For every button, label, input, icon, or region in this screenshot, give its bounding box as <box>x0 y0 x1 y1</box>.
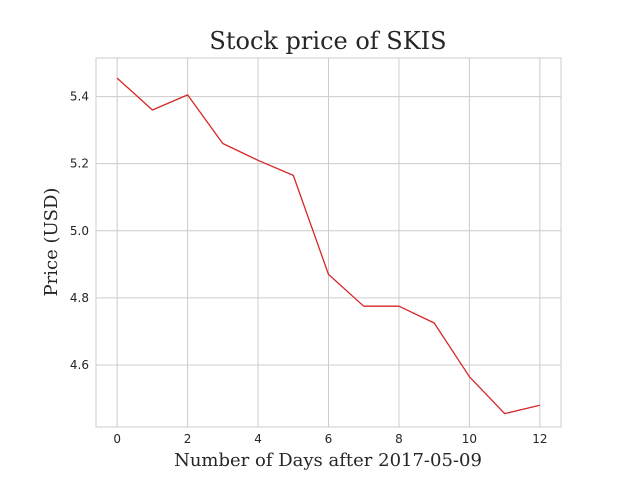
series-layer <box>116 77 541 415</box>
x-tick-label: 12 <box>532 432 547 446</box>
y-tick-label: 5.0 <box>70 224 89 238</box>
series-line <box>116 77 541 415</box>
grid <box>96 58 561 427</box>
plot-area-frame <box>95 57 562 428</box>
chart-title: Stock price of SKIS <box>209 27 446 55</box>
x-tick-label: 6 <box>325 432 333 446</box>
y-tick-label: 5.2 <box>70 157 89 171</box>
x-tick-label: 0 <box>113 432 121 446</box>
y-tick-label: 4.8 <box>70 291 89 305</box>
y-tick-label: 5.4 <box>70 90 89 104</box>
x-tick-label: 4 <box>254 432 262 446</box>
x-axis-ticks: 0 2 4 6 8 10 12 <box>113 432 547 446</box>
x-tick-label: 10 <box>462 432 477 446</box>
x-tick-label: 2 <box>184 432 192 446</box>
y-tick-label: 4.6 <box>70 358 89 372</box>
x-tick-label: 8 <box>395 432 403 446</box>
x-axis-label: Number of Days after 2017-05-09 <box>174 450 482 471</box>
y-axis-label: Price (USD) <box>41 188 62 297</box>
y-axis-ticks: 4.6 4.8 5.0 5.2 5.4 <box>70 90 89 372</box>
